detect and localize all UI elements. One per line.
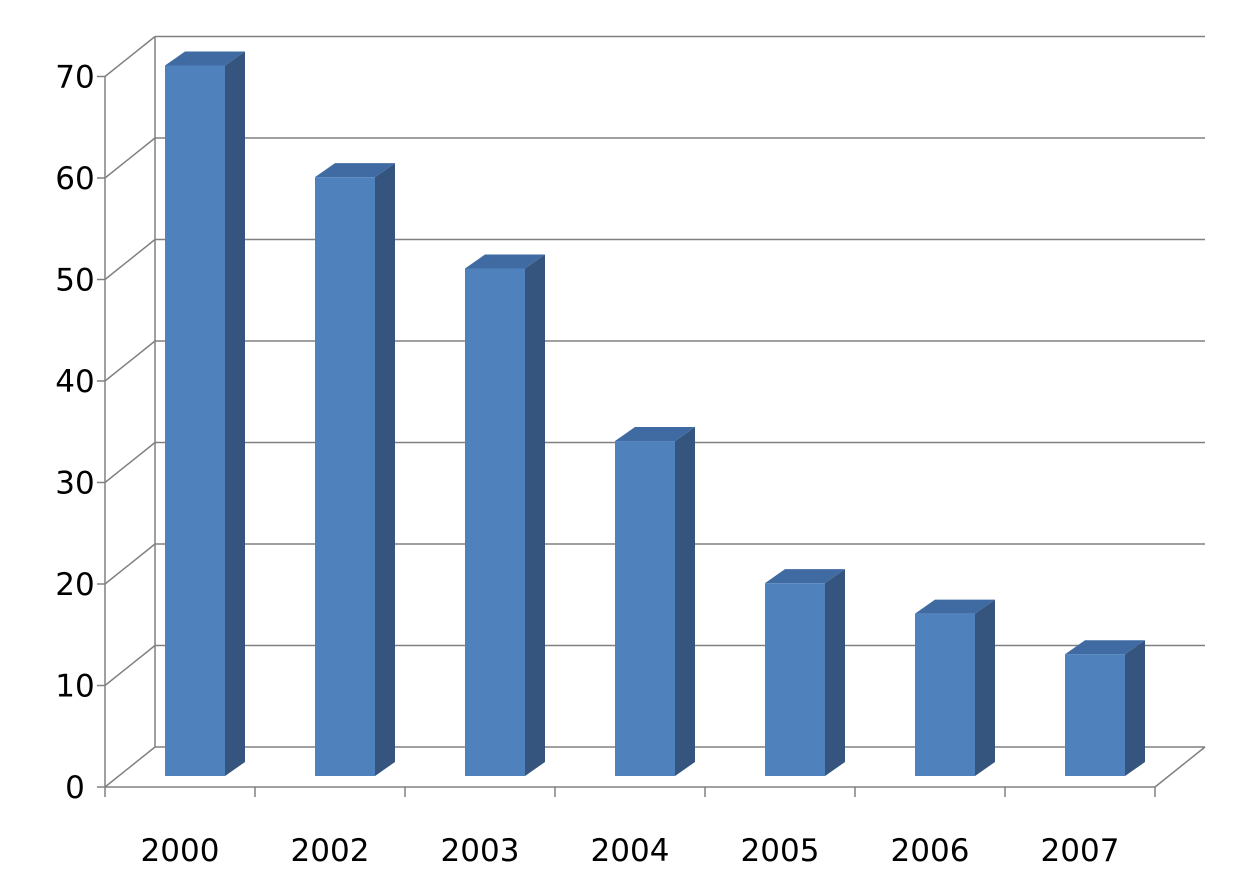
bar-top-face: [915, 599, 995, 614]
bar-front-face: [765, 583, 825, 776]
x-tick-label: 2000: [141, 833, 220, 869]
bar-side-face: [375, 163, 395, 776]
bar-top-face: [615, 427, 695, 442]
bar-front-face: [615, 441, 675, 776]
bar-front-face: [915, 613, 975, 776]
bar-top-face: [465, 254, 545, 269]
bar-top-face: [315, 163, 395, 178]
y-tick-label: 0: [65, 770, 85, 806]
y-tick-label: 60: [55, 161, 94, 197]
gridline-wall-40: [104, 340, 156, 382]
bar-2007: [1065, 640, 1145, 776]
gridline-wall-70: [104, 35, 156, 78]
bar-top-face: [1065, 640, 1145, 655]
bar-front-face: [165, 65, 225, 776]
bar-side-face: [825, 569, 845, 776]
bar-front-face: [465, 268, 525, 776]
bar-top-face: [765, 569, 845, 584]
bar-side-face: [975, 599, 995, 776]
x-tick-label: 2006: [891, 833, 970, 869]
y-tick-label: 40: [55, 364, 94, 400]
bar-2006: [915, 599, 995, 776]
bar-top-face: [165, 51, 245, 66]
gridline-wall-10: [104, 644, 156, 687]
bar-front-face: [315, 177, 375, 776]
bar-front-face: [1065, 654, 1125, 776]
y-tick-label: 50: [55, 263, 94, 299]
floor-right-edge: [1154, 746, 1206, 788]
x-tick-label: 2002: [291, 833, 370, 869]
y-tick-label: 30: [55, 466, 94, 502]
gridline-wall-20: [104, 543, 156, 585]
x-tick-label: 2005: [741, 833, 820, 869]
x-axis-tick-labels: 2000 2002 2003 2004 2005 2006 2007: [141, 833, 1120, 869]
bar-side-face: [1125, 640, 1145, 776]
y-tick-label: 70: [55, 60, 94, 96]
bars: [165, 51, 1145, 776]
y-axis-tick-labels: 0 10 20 30 40 50 60 70: [55, 60, 94, 807]
x-tick-label: 2004: [591, 833, 670, 869]
x-tick-label: 2003: [441, 833, 520, 869]
gridline-wall-30: [104, 441, 156, 484]
bar-side-face: [525, 254, 545, 776]
bar-2005: [765, 569, 845, 776]
bar-2002: [315, 163, 395, 776]
bar-side-face: [225, 51, 245, 776]
gridline-wall-0: [104, 746, 156, 788]
bar-side-face: [675, 427, 695, 776]
x-tick-label: 2007: [1041, 833, 1120, 869]
y-tick-label: 20: [55, 567, 94, 603]
y-tick-label: 10: [55, 669, 94, 705]
gridline-wall-60: [104, 137, 156, 179]
bar-2000: [165, 51, 245, 776]
bar-2004: [615, 427, 695, 776]
bar-2003: [465, 254, 545, 776]
gridline-wall-50: [104, 238, 156, 281]
axes: [97, 36, 1206, 797]
